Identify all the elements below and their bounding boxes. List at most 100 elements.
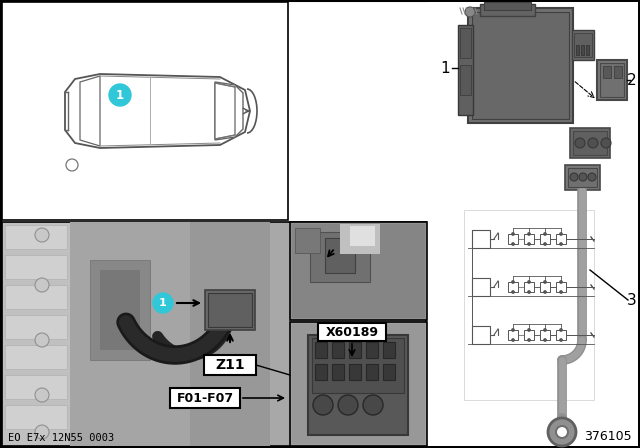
Bar (332, 364, 344, 380)
Circle shape (543, 328, 547, 332)
Bar (5, 375, 67, 399)
Bar (574, 33, 592, 57)
Bar (508, 330, 518, 340)
Bar (472, 12, 569, 119)
Polygon shape (65, 74, 250, 148)
Bar (340, 224, 380, 254)
Text: 1: 1 (116, 89, 124, 102)
Bar (325, 238, 355, 273)
Bar (556, 330, 566, 340)
Bar (464, 210, 594, 400)
Bar (310, 232, 370, 282)
Bar (484, 2, 531, 10)
Bar (581, 45, 584, 55)
Bar (2, 2, 288, 220)
Bar (5, 315, 67, 339)
Bar (597, 60, 627, 100)
Bar (204, 355, 256, 375)
Circle shape (570, 173, 578, 181)
Text: 376105: 376105 (584, 430, 632, 443)
Bar (565, 165, 600, 190)
Bar (383, 342, 395, 358)
Circle shape (543, 339, 547, 341)
Circle shape (109, 84, 131, 106)
Circle shape (527, 328, 531, 332)
Circle shape (543, 242, 547, 246)
Bar (70, 222, 190, 446)
Bar (308, 335, 408, 435)
Polygon shape (215, 82, 243, 140)
Bar (524, 234, 534, 244)
Circle shape (35, 388, 49, 402)
Bar (295, 228, 320, 253)
Circle shape (601, 138, 611, 148)
Circle shape (35, 425, 49, 439)
Circle shape (527, 290, 531, 293)
Bar (315, 342, 327, 358)
Bar (100, 270, 140, 350)
Text: 2: 2 (627, 73, 637, 87)
Bar (5, 225, 67, 249)
Bar (290, 222, 427, 320)
Text: EO E7x 12N55 0003: EO E7x 12N55 0003 (8, 433, 115, 443)
Text: F01-F07: F01-F07 (177, 392, 234, 405)
Bar (524, 330, 534, 340)
Circle shape (511, 233, 515, 236)
Circle shape (543, 233, 547, 236)
Bar (508, 234, 518, 244)
Bar (570, 128, 610, 158)
Bar (315, 364, 327, 380)
Bar (472, 326, 490, 344)
Bar (540, 234, 550, 244)
Bar (292, 224, 425, 318)
Circle shape (527, 339, 531, 341)
Bar (290, 322, 427, 446)
Circle shape (511, 280, 515, 284)
Bar (586, 45, 589, 55)
Text: 1: 1 (159, 298, 167, 308)
Polygon shape (215, 83, 235, 139)
Circle shape (543, 290, 547, 293)
Bar (170, 388, 240, 408)
Circle shape (363, 395, 383, 415)
Circle shape (527, 233, 531, 236)
Bar (614, 66, 622, 78)
Circle shape (35, 333, 49, 347)
Bar (576, 45, 579, 55)
Bar (366, 342, 378, 358)
Bar (572, 30, 594, 60)
Circle shape (527, 242, 531, 246)
Circle shape (588, 138, 598, 148)
Circle shape (556, 426, 568, 438)
Bar (540, 330, 550, 340)
Bar (383, 364, 395, 380)
Bar (5, 285, 67, 309)
Text: 3: 3 (627, 293, 637, 307)
Circle shape (527, 280, 531, 284)
Circle shape (579, 173, 587, 181)
Bar (460, 28, 471, 58)
Bar (292, 324, 425, 444)
Circle shape (548, 418, 576, 446)
Bar (540, 282, 550, 292)
Circle shape (559, 233, 563, 236)
Bar (508, 282, 518, 292)
Circle shape (559, 242, 563, 246)
Bar (603, 66, 611, 78)
Bar (568, 168, 597, 187)
Bar (2, 222, 426, 446)
Polygon shape (80, 76, 100, 146)
Bar (349, 342, 361, 358)
Circle shape (35, 228, 49, 242)
Bar (332, 342, 344, 358)
Circle shape (153, 293, 173, 313)
Bar (600, 63, 624, 97)
Circle shape (511, 242, 515, 246)
Circle shape (465, 7, 475, 17)
Bar (3, 223, 71, 445)
Circle shape (511, 290, 515, 293)
Bar (524, 282, 534, 292)
Text: 1: 1 (440, 60, 450, 76)
Bar (480, 4, 535, 16)
Bar (472, 230, 490, 248)
